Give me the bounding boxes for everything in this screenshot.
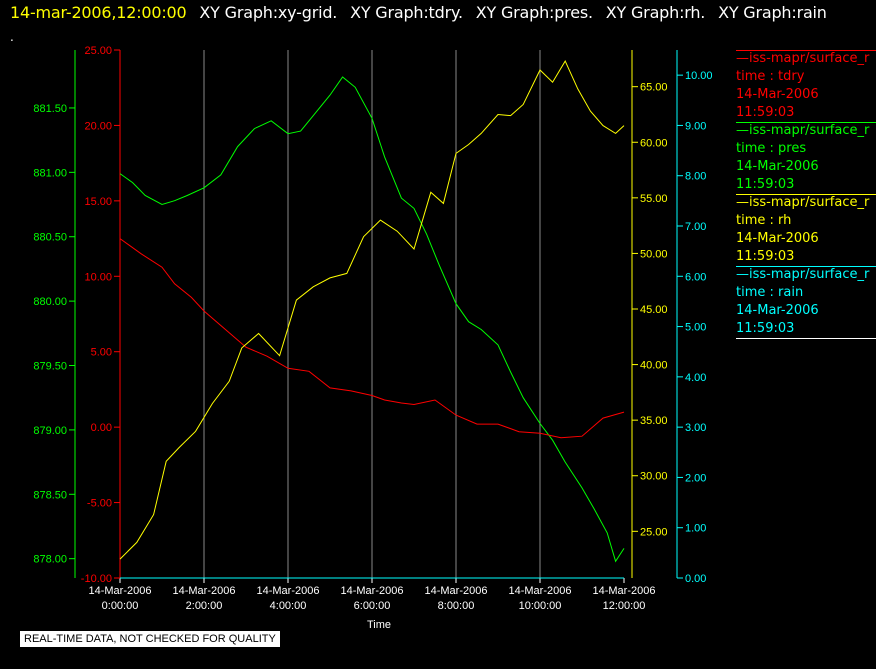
rain-tick-label: 2.00	[685, 472, 706, 484]
header-dot: .	[10, 30, 14, 44]
x-tick-time-label: 10:00:00	[519, 600, 562, 612]
pres-tick-label: 881.50	[33, 103, 67, 115]
rain-tick-label: 7.00	[685, 221, 706, 233]
x-tick-date-label: 14-Mar-2006	[509, 585, 572, 597]
legend-name: —iss-mapr/surface_r	[736, 267, 870, 282]
legend-time: 11:59:03	[736, 321, 795, 336]
tdry-series-line	[119, 238, 625, 439]
legend-var: time : pres	[736, 141, 807, 156]
x-tick-date-label: 14-Mar-2006	[425, 585, 488, 597]
x-tick-time-label: 2:00:00	[186, 600, 223, 612]
rain-tick-label: 3.00	[685, 422, 706, 434]
tdry-tick-label: 20.00	[84, 120, 112, 132]
legend-var: time : rain	[736, 285, 804, 300]
rain-tick-label: 1.00	[685, 523, 706, 535]
legend-date: 14-Mar-2006	[736, 87, 819, 102]
legend-date: 14-Mar-2006	[736, 231, 819, 246]
x-tick-date-label: 14-Mar-2006	[257, 585, 320, 597]
pres-tick-label: 879.00	[33, 425, 67, 437]
tdry-tick-label: 0.00	[91, 422, 112, 434]
rh-tick-label: 60.00	[640, 137, 668, 149]
rh-tick-label: 50.00	[640, 248, 668, 260]
graph-name-xy-grid: XY Graph:xy-grid.	[199, 3, 338, 22]
x-tick-date-label: 14-Mar-2006	[89, 585, 152, 597]
legend-rh: —iss-mapr/surface_r time : rh 14-Mar-200…	[736, 194, 876, 266]
legend-time: 11:59:03	[736, 249, 795, 264]
pres-tick-label: 878.00	[33, 554, 67, 566]
x-tick-time-label: 0:00:00	[102, 600, 139, 612]
title-bar: 14-mar-2006,12:00:00 XY Graph:xy-grid. X…	[10, 3, 827, 22]
pres-tick-label: 881.00	[33, 167, 67, 179]
legend-name: —iss-mapr/surface_r	[736, 51, 870, 66]
tdry-tick-label: 25.00	[84, 45, 112, 57]
rh-tick-label: 45.00	[640, 304, 668, 316]
x-tick-date-label: 14-Mar-2006	[173, 585, 236, 597]
pres-tick-label: 878.50	[33, 489, 67, 501]
pres-tick-label: 880.50	[33, 232, 67, 244]
legend-rain: —iss-mapr/surface_r time : rain 14-Mar-2…	[736, 266, 876, 338]
graph-name-pres: XY Graph:pres.	[475, 3, 593, 22]
rh-tick-label: 30.00	[640, 471, 668, 483]
rh-tick-label: 55.00	[640, 193, 668, 205]
legend-tdry: —iss-mapr/surface_r time : tdry 14-Mar-2…	[736, 50, 876, 122]
title-timestamp: 14-mar-2006,12:00:00	[10, 3, 187, 22]
legend-pres: —iss-mapr/surface_r time : pres 14-Mar-2…	[736, 122, 876, 194]
rain-tick-label: 10.00	[685, 70, 713, 82]
tdry-tick-label: 15.00	[84, 196, 112, 208]
rh-series-line	[119, 60, 625, 560]
rh-tick-label: 40.00	[640, 360, 668, 372]
pres-series-line	[119, 76, 625, 563]
x-tick-time-label: 8:00:00	[438, 600, 475, 612]
rain-tick-label: 8.00	[685, 171, 706, 183]
graph-name-tdry: XY Graph:tdry.	[350, 3, 463, 22]
legend-name: —iss-mapr/surface_r	[736, 123, 870, 138]
x-tick-time-label: 12:00:00	[603, 600, 646, 612]
x-tick-date-label: 14-Mar-2006	[593, 585, 656, 597]
xy-graph: 14-Mar-2006 0:00:00 14-Mar-2006 2:00:00 14-M…	[33, 45, 713, 631]
tdry-tick-label: -10.00	[81, 573, 112, 585]
legend-time: 11:59:03	[736, 177, 795, 192]
pres-tick-label: 880.00	[33, 296, 67, 308]
tdry-tick-label: -5.00	[87, 498, 112, 510]
legend-var: time : rh	[736, 213, 792, 228]
x-tick-time-label: 4:00:00	[270, 600, 307, 612]
rain-tick-label: 0.00	[685, 573, 706, 585]
pres-tick-label: 879.50	[33, 361, 67, 373]
x-axis-label: Time	[367, 619, 391, 631]
rain-tick-label: 6.00	[685, 271, 706, 283]
x-tick-date-label: 14-Mar-2006	[341, 585, 404, 597]
legend-time: 11:59:03	[736, 105, 795, 120]
x-tick-time-label: 6:00:00	[354, 600, 391, 612]
graph-name-rh: XY Graph:rh.	[605, 3, 706, 22]
legend-date: 14-Mar-2006	[736, 159, 819, 174]
rain-tick-label: 5.00	[685, 322, 706, 334]
quality-note: REAL-TIME DATA, NOT CHECKED FOR QUALITY	[20, 631, 280, 647]
tdry-tick-label: 5.00	[91, 347, 112, 359]
tdry-tick-label: 10.00	[84, 271, 112, 283]
rain-tick-label: 9.00	[685, 120, 706, 132]
graph-name-rain: XY Graph:rain	[718, 3, 827, 22]
rain-tick-label: 4.00	[685, 372, 706, 384]
rh-tick-label: 65.00	[640, 82, 668, 94]
rh-tick-label: 25.00	[640, 526, 668, 538]
rh-tick-label: 35.00	[640, 415, 668, 427]
legend-date: 14-Mar-2006	[736, 303, 819, 318]
legend-var: time : tdry	[736, 69, 805, 84]
legend-name: —iss-mapr/surface_r	[736, 195, 870, 210]
